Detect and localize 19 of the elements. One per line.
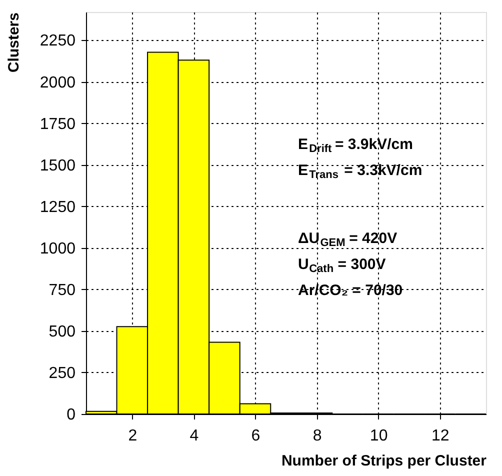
x-tick-label: 2 (128, 428, 138, 444)
y-tick-label: 1500 (40, 157, 76, 174)
y-tick-label: 500 (48, 323, 76, 340)
y-tick-label: 250 (48, 364, 76, 382)
x-tick-label: 12 (431, 428, 450, 444)
x-tick-label: 10 (370, 428, 388, 444)
y-tick-label: 1750 (40, 116, 76, 133)
y-tick-label: 1000 (40, 240, 76, 258)
y-axis-title: Clusters (6, 12, 22, 73)
y-tick-label: 2000 (40, 74, 76, 92)
x-tick-label: 6 (251, 428, 260, 444)
y-tick-label: 0 (66, 406, 76, 424)
y-tick-label: 1250 (40, 198, 76, 216)
annotation: Ar/CO₂ = 70/30 (298, 282, 403, 299)
y-tick-label: 750 (48, 282, 76, 299)
x-tick-label: 4 (190, 428, 199, 444)
y-tick-label: 2250 (40, 32, 76, 50)
x-tick-label: 8 (312, 428, 322, 444)
x-axis-title: Number of Strips per Cluster (281, 452, 487, 470)
